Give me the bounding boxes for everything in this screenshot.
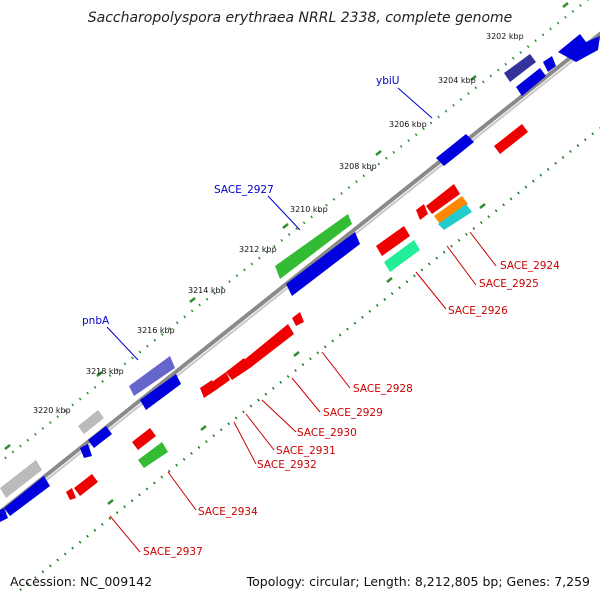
gene-feature[interactable] xyxy=(66,488,76,500)
gene-label-sace-2931[interactable]: SACE_2931 xyxy=(276,445,336,457)
gene-feature[interactable] xyxy=(0,460,42,498)
gene-feature[interactable] xyxy=(494,124,528,154)
gene-feature[interactable] xyxy=(434,196,468,224)
plus-track-dots xyxy=(0,0,590,464)
gene-label-sace-2929[interactable]: SACE_2929 xyxy=(323,407,383,419)
gene-label-sace-2937[interactable]: SACE_2937 xyxy=(143,546,203,558)
gene-label-ybiU[interactable]: ybiU xyxy=(376,75,399,87)
leader-lines-plus xyxy=(106,87,433,361)
gene-feature[interactable] xyxy=(558,34,600,62)
gene-label-sace-2927[interactable]: SACE_2927 xyxy=(214,184,274,196)
gene-feature[interactable] xyxy=(438,204,472,230)
gene-feature[interactable] xyxy=(78,410,104,434)
scale-label-3202: 3202 kbp xyxy=(486,32,524,41)
gene-label-pnbA[interactable]: pnbA xyxy=(82,315,110,327)
scale-label-3212: 3212 kbp xyxy=(239,245,277,254)
gene-label-sace-2932[interactable]: SACE_2932 xyxy=(257,459,317,471)
gene-feature[interactable] xyxy=(436,134,474,166)
scale-label-3218: 3218 kbp xyxy=(86,367,124,376)
gene-feature[interactable] xyxy=(129,356,175,396)
gene-feature[interactable] xyxy=(286,232,360,296)
gene-feature[interactable] xyxy=(426,184,460,214)
gene-feature[interactable] xyxy=(138,442,168,468)
minus-track-dots xyxy=(19,127,600,591)
map-title: Saccharopolyspora erythraea NRRL 2338, c… xyxy=(87,10,513,26)
scale-label-3208: 3208 kbp xyxy=(339,162,377,171)
scale-ticks xyxy=(4,2,569,505)
gene-label-sace-2926[interactable]: SACE_2926 xyxy=(448,305,508,317)
scale-label-3216: 3216 kbp xyxy=(137,326,175,335)
minus-genes xyxy=(66,124,528,500)
gene-feature[interactable] xyxy=(80,444,92,458)
gene-feature[interactable] xyxy=(376,226,410,256)
gene-feature[interactable] xyxy=(4,476,50,516)
gene-feature[interactable] xyxy=(212,372,230,390)
gene-label-sace-2934[interactable]: SACE_2934 xyxy=(198,506,258,518)
gene-feature[interactable] xyxy=(0,508,8,522)
gene-feature[interactable] xyxy=(226,358,250,380)
gene-feature[interactable] xyxy=(543,56,556,72)
gene-feature[interactable] xyxy=(244,324,294,368)
gene-feature[interactable] xyxy=(88,426,112,448)
gene-feature[interactable] xyxy=(140,374,181,410)
gene-feature[interactable] xyxy=(504,54,536,82)
gene-label-sace-2924[interactable]: SACE_2924 xyxy=(500,260,560,272)
gene-feature[interactable] xyxy=(416,204,428,220)
accession-text: Accession: NC_009142 xyxy=(10,574,153,589)
gene-feature[interactable] xyxy=(200,380,216,398)
scale-label-3204: 3204 kbp xyxy=(438,76,476,85)
gene-feature[interactable] xyxy=(516,68,546,96)
scale-label-3210: 3210 kbp xyxy=(290,205,328,214)
scale-label-3206: 3206 kbp xyxy=(389,120,427,129)
gene-feature[interactable] xyxy=(275,214,352,279)
gene-feature[interactable] xyxy=(132,428,156,450)
gene-label-sace-2930[interactable]: SACE_2930 xyxy=(297,427,357,439)
leader-lines-minus xyxy=(109,231,497,553)
scale-label-3220: 3220 kbp xyxy=(33,406,71,415)
gene-label-sace-2928[interactable]: SACE_2928 xyxy=(353,383,413,395)
gene-label-sace-2925[interactable]: SACE_2925 xyxy=(479,278,539,290)
gene-feature[interactable] xyxy=(384,240,420,272)
genome-summary-text: Topology: circular; Length: 8,212,805 bp… xyxy=(246,574,590,589)
gene-feature[interactable] xyxy=(292,312,304,326)
gene-feature[interactable] xyxy=(74,474,98,496)
scale-label-3214: 3214 kbp xyxy=(188,286,226,295)
plus-genes xyxy=(0,34,600,522)
